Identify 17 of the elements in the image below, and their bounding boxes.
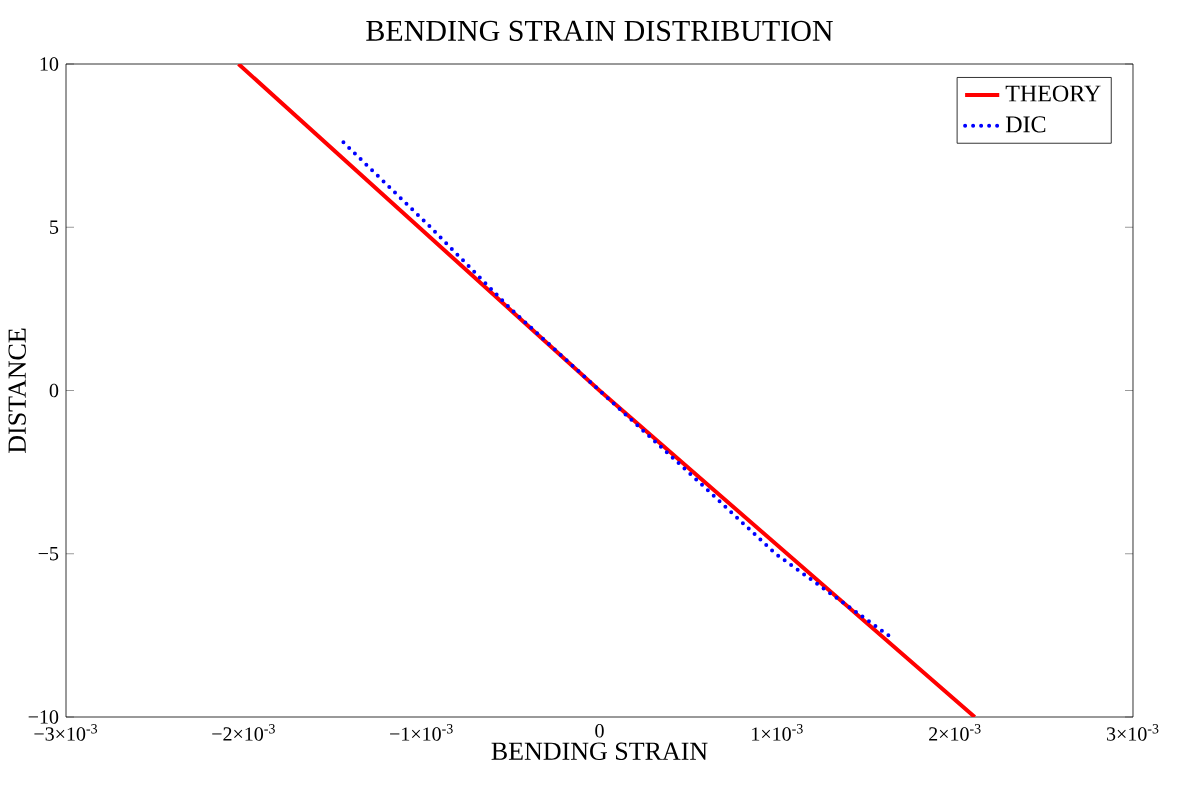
x-tick-label: −2×10$^{-3}$	[212, 724, 275, 741]
x-tick-label: −3×10$^{-3}$	[34, 724, 98, 741]
y-tick-label: 10	[40, 57, 59, 71]
y-tick-label: −5	[38, 547, 59, 561]
chart-title: BENDING STRAIN DISTRIBUTION	[366, 20, 833, 41]
y-tick-label: −10	[28, 710, 59, 724]
x-tick-label: −1×10$^{-3}$	[390, 724, 453, 741]
x-tick-label: 3×10$^{-3}$	[1107, 724, 1159, 741]
x-tick-label: 0	[595, 724, 604, 738]
x-axis-title: BENDING STRAIN	[491, 742, 708, 760]
legend-label: THEORY	[1005, 85, 1101, 102]
x-tick-label: 2×10$^{-3}$	[929, 724, 981, 741]
x-tick-label: 1×10$^{-3}$	[752, 724, 803, 741]
y-tick-label: 5	[50, 220, 59, 234]
y-axis-title: DISTANCE	[8, 328, 26, 453]
legend-label: DIC	[1005, 116, 1046, 133]
y-tick-label: 0	[49, 383, 59, 398]
